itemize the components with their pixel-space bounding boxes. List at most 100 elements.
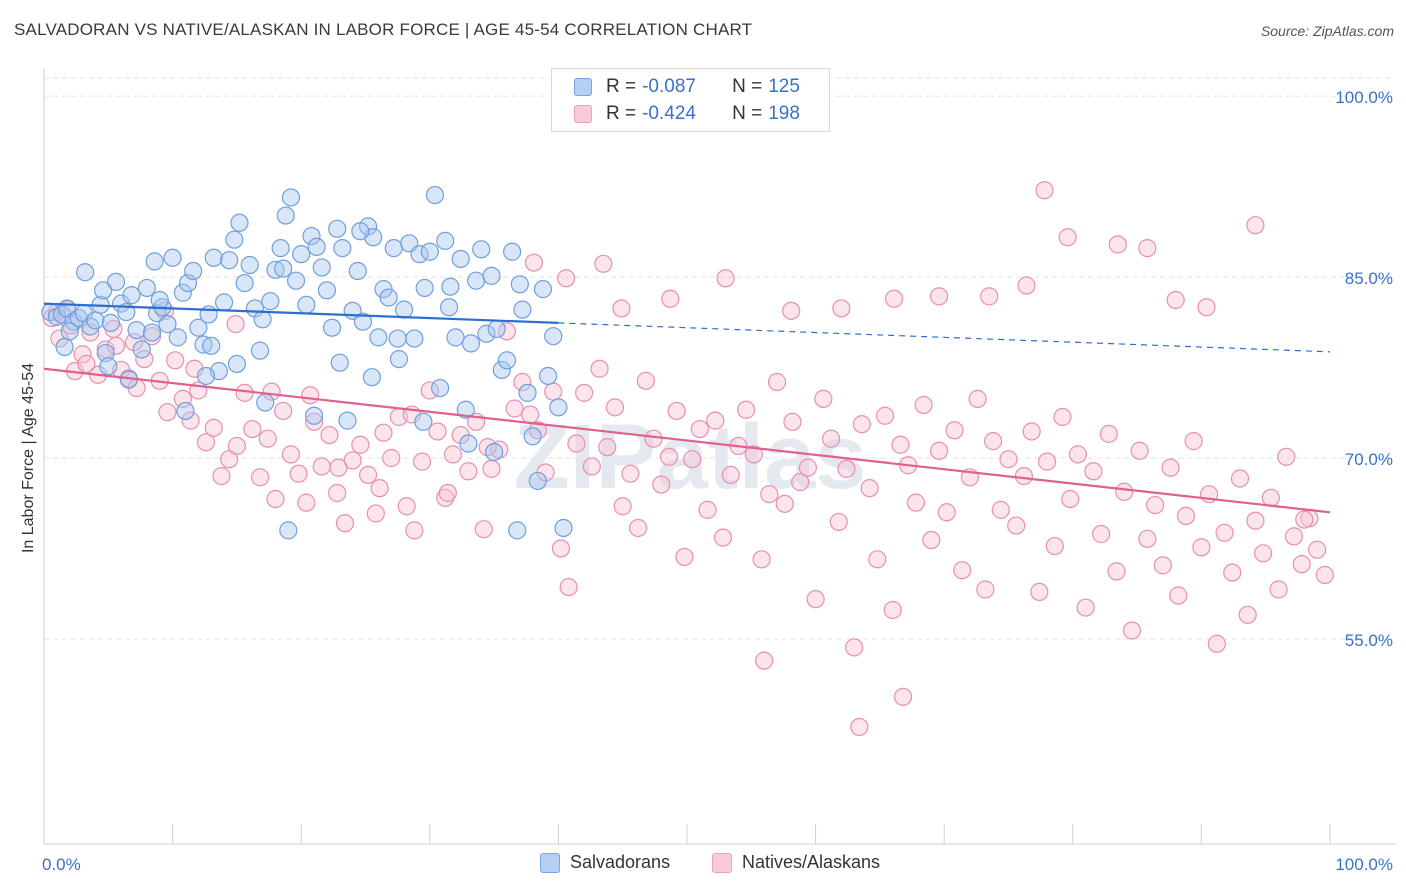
native-point xyxy=(629,518,648,538)
native-point xyxy=(891,435,910,454)
salvadoran-point xyxy=(302,226,321,246)
native-point xyxy=(953,561,972,580)
salvadoran-point xyxy=(348,261,367,281)
axes xyxy=(43,68,1396,845)
native-point xyxy=(335,514,355,533)
native-point xyxy=(613,497,632,516)
salvadoran-point xyxy=(176,401,195,421)
native-point xyxy=(351,435,370,454)
native-point xyxy=(428,422,447,441)
native-point xyxy=(716,269,735,288)
native-point xyxy=(312,457,331,476)
native-point xyxy=(1207,634,1226,653)
native-point xyxy=(301,386,320,405)
salvadoran-point xyxy=(482,266,501,285)
grid-lines xyxy=(44,77,1390,640)
salvadorans-label: Salvadorans xyxy=(570,852,671,872)
native-point xyxy=(106,336,126,355)
salvadoran-point xyxy=(189,318,208,337)
salvadoran-point xyxy=(513,300,532,319)
native-point xyxy=(258,429,277,448)
native-point xyxy=(1238,605,1257,624)
native-point xyxy=(1269,580,1288,599)
native-point xyxy=(661,289,680,308)
native-point xyxy=(1076,598,1095,617)
salvadoran-point xyxy=(508,521,527,540)
salvadoran-point xyxy=(528,471,547,491)
native-point xyxy=(1153,556,1172,575)
native-point xyxy=(281,445,301,464)
salvadoran-point xyxy=(459,434,478,453)
salvadoran-point xyxy=(101,313,120,332)
native-point xyxy=(860,479,879,498)
salvadoran-point xyxy=(158,315,177,334)
n-value: 198 xyxy=(768,103,800,124)
native-point xyxy=(755,651,774,670)
salvadoran-point xyxy=(322,318,342,337)
native-point xyxy=(1053,407,1072,427)
native-point xyxy=(1308,540,1327,559)
native-point xyxy=(1037,452,1057,471)
native-point xyxy=(226,315,245,334)
y-axis-label: In Labor Force | Age 45-54 xyxy=(20,363,37,553)
salvadoran-point xyxy=(214,293,234,312)
salvadoran-point xyxy=(150,290,169,310)
y-tick-label: 85.0% xyxy=(1345,269,1393,288)
native-point xyxy=(1068,445,1088,464)
salvadoran-point xyxy=(430,378,450,398)
native-point xyxy=(289,464,308,483)
salvadoran-point xyxy=(510,275,529,294)
chart-title: SALVADORAN VS NATIVE/ALASKAN IN LABOR FO… xyxy=(14,20,753,39)
salvadoran-point xyxy=(441,277,460,296)
native-point xyxy=(1017,276,1036,295)
salvadoran-point xyxy=(279,521,298,540)
native-point xyxy=(852,415,871,434)
native-point xyxy=(914,395,933,415)
native-point xyxy=(1030,582,1049,601)
native-point xyxy=(721,465,740,484)
native-point xyxy=(505,399,524,418)
native-point xyxy=(636,371,655,390)
native-point xyxy=(524,253,544,272)
native-point xyxy=(1169,586,1188,605)
native-point xyxy=(1014,466,1034,486)
native-point xyxy=(405,521,424,540)
salvadoran-point xyxy=(477,324,496,343)
salvadoran-point xyxy=(184,261,203,281)
native-point xyxy=(382,448,401,468)
legend-item-natives[interactable]: Natives/Alaskans xyxy=(712,852,880,873)
salvadoran-point xyxy=(492,360,511,380)
native-point xyxy=(937,503,956,522)
salvadoran-point xyxy=(60,322,79,341)
tick-labels: 55.0% 70.0% 85.0% 100.0% 0.0% 100.0% In Labor … xyxy=(20,88,1393,874)
native-point xyxy=(262,382,281,401)
native-point xyxy=(81,323,100,342)
salvadoran-point xyxy=(55,337,74,357)
native-point xyxy=(1138,239,1157,258)
native-point xyxy=(374,423,393,442)
native-point xyxy=(544,382,563,401)
native-point xyxy=(983,432,1003,451)
legend-item-salvadorans[interactable]: Salvadorans xyxy=(540,852,670,873)
salvadoran-point xyxy=(122,286,141,305)
salvadoran-point xyxy=(142,323,162,342)
salvadoran-point xyxy=(225,230,244,249)
y-tick-label: 70.0% xyxy=(1345,450,1393,469)
native-point xyxy=(883,600,902,620)
native-point xyxy=(1115,482,1134,501)
native-point xyxy=(976,580,995,599)
native-point xyxy=(906,493,926,512)
native-point xyxy=(1184,432,1203,451)
salvadoran-point xyxy=(274,259,293,278)
native-point xyxy=(358,465,378,484)
salvadoran-point xyxy=(394,300,414,319)
native-point xyxy=(744,445,763,464)
salvadoran-point xyxy=(533,280,553,299)
native-point xyxy=(690,419,709,439)
salvadoran-point xyxy=(227,354,246,374)
native-point xyxy=(884,289,904,308)
salvadoran-point xyxy=(220,251,239,270)
salvadoran-point xyxy=(351,222,370,241)
native-point xyxy=(850,717,869,737)
